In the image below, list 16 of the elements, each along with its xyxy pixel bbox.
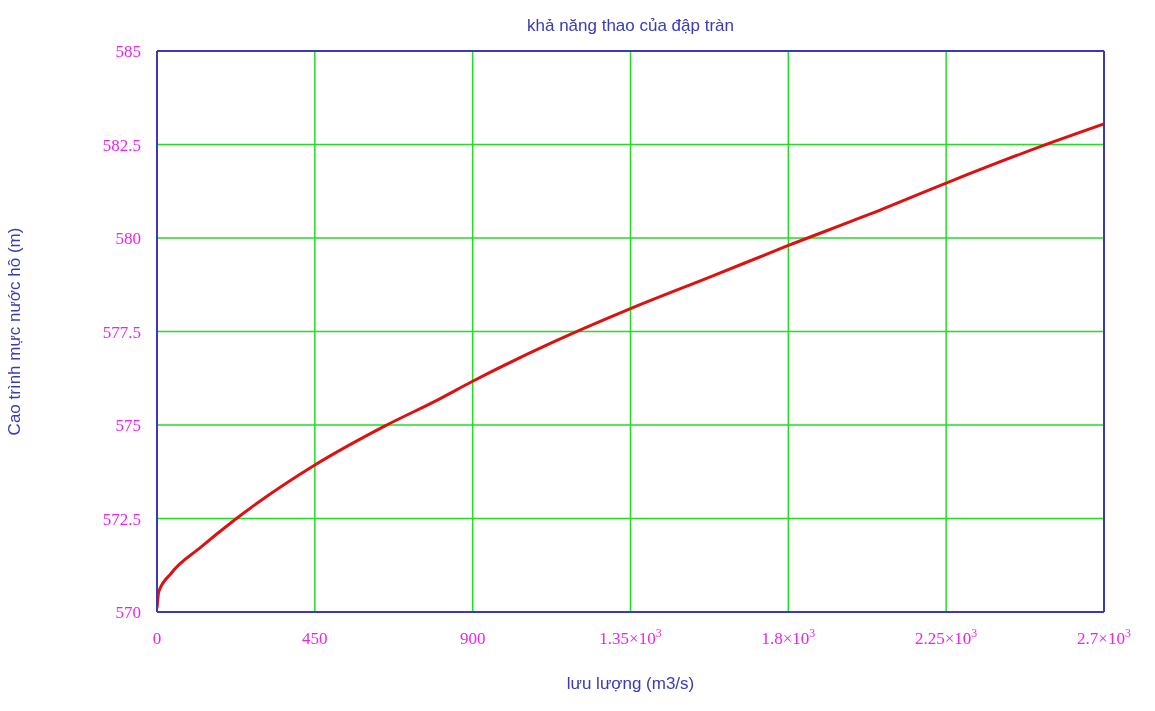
x-tick-label: 1.8×10$^{3}$: [761, 626, 816, 648]
y-tick-label: 585: [115, 42, 141, 61]
y-tick-label: 570: [115, 603, 141, 622]
x-tick-label: 900: [459, 629, 486, 648]
x-tick-label: 2.7×10$^{3}$: [1077, 626, 1131, 648]
y-tick-label: 575: [115, 416, 141, 435]
x-tick-label: 1.35×10$^{3}$: [599, 626, 662, 648]
chart-title: khả năng thao của đập tràn: [526, 16, 735, 36]
y-tick-label: 577.5: [102, 322, 141, 342]
x-tick-label: 2.25×10$^{3}$: [915, 626, 978, 648]
x-axis-title: lưu lượng (m3/s): [566, 674, 695, 693]
x-tick-label: 0: [152, 629, 162, 648]
y-tick-label: 582.5: [102, 135, 141, 155]
x-tick-label: 450: [302, 629, 328, 648]
y-tick-label: 580: [115, 229, 141, 248]
y-tick-label: 572.5: [102, 509, 141, 529]
